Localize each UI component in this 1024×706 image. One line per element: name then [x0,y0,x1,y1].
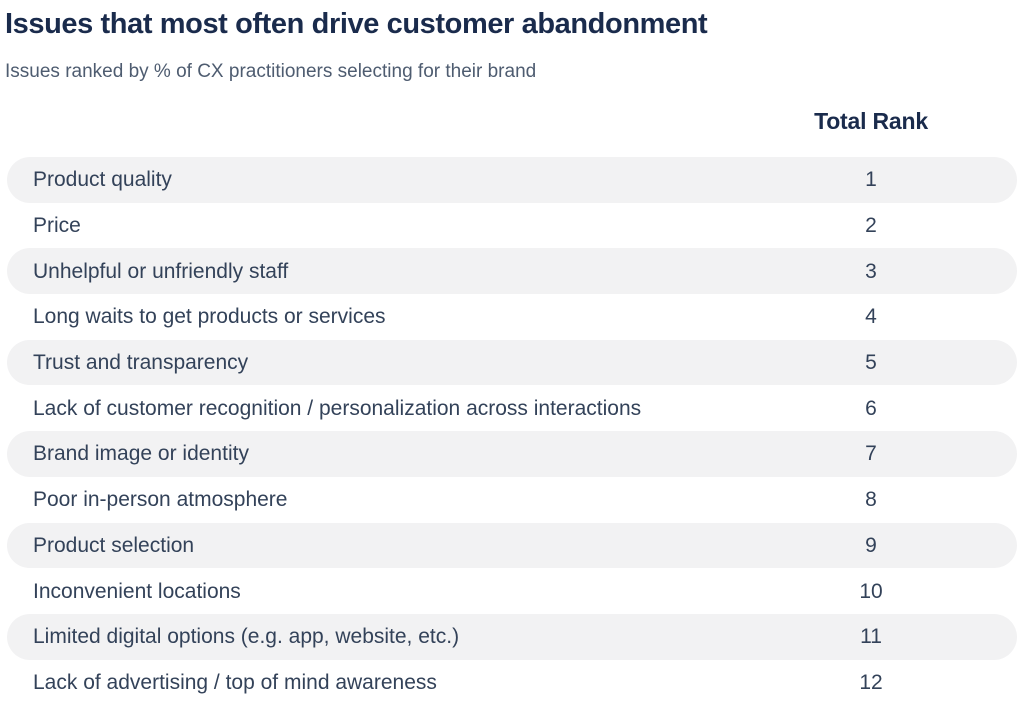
table-row: Product selection 9 [7,522,1017,569]
ranking-table: Total Rank Product quality 1 Price 2 Unhelpf… [0,104,1024,705]
table-row: Lack of advertising / top of mind awaren… [7,660,1017,706]
table-row: Product quality 1 [7,157,1017,203]
row-rank: 7 [865,442,877,466]
row-rank: 5 [865,351,877,375]
table-header-row: Total Rank [7,104,1017,138]
row-rank: 1 [865,168,877,192]
row-rank: 4 [865,305,877,329]
row-rank: 8 [865,488,877,512]
row-label: Long waits to get products or services [33,305,386,329]
row-label: Trust and transparency [33,351,249,375]
table-row: Poor in-person atmosphere 8 [7,477,1017,523]
table-row: Trust and transparency 5 [7,339,1017,386]
row-rank: 6 [865,396,877,420]
row-rank: 9 [865,533,877,557]
page-title: Issues that most often drive customer ab… [5,8,708,40]
row-rank: 12 [859,670,883,694]
row-label: Price [33,214,81,238]
row-label: Product selection [33,533,195,557]
row-rank: 11 [860,625,882,649]
table-row: Unhelpful or unfriendly staff 3 [7,248,1017,295]
row-label: Limited digital options (e.g. app, websi… [33,625,460,649]
table-row: Limited digital options (e.g. app, websi… [7,613,1017,660]
table-row: Brand image or identity 7 [7,431,1017,477]
row-label: Unhelpful or unfriendly staff [33,259,289,283]
row-label: Inconvenient locations [33,579,241,603]
row-label: Brand image or identity [33,442,249,466]
header: Issues that most often drive customer ab… [0,0,1024,84]
table-row: Price 2 [7,203,1017,249]
row-label: Poor in-person atmosphere [33,488,288,512]
table-rows: Product quality 1 Price 2 Unhelpful or unfri… [7,157,1017,705]
row-rank: 10 [859,579,883,603]
row-label: Lack of advertising / top of mind awaren… [33,670,437,694]
page-subtitle: Issues ranked by % of CX practitioners s… [5,61,537,82]
table-row: Inconvenient locations 10 [7,568,1017,614]
row-rank: 3 [865,259,877,283]
table-row: Long waits to get products or services 4 [7,294,1017,340]
row-label: Lack of customer recognition / personali… [33,396,642,420]
table-row: Lack of customer recognition / personali… [7,385,1017,431]
total-rank-column-header: Total Rank [814,107,928,134]
row-label: Product quality [33,168,172,192]
row-rank: 2 [865,214,877,238]
